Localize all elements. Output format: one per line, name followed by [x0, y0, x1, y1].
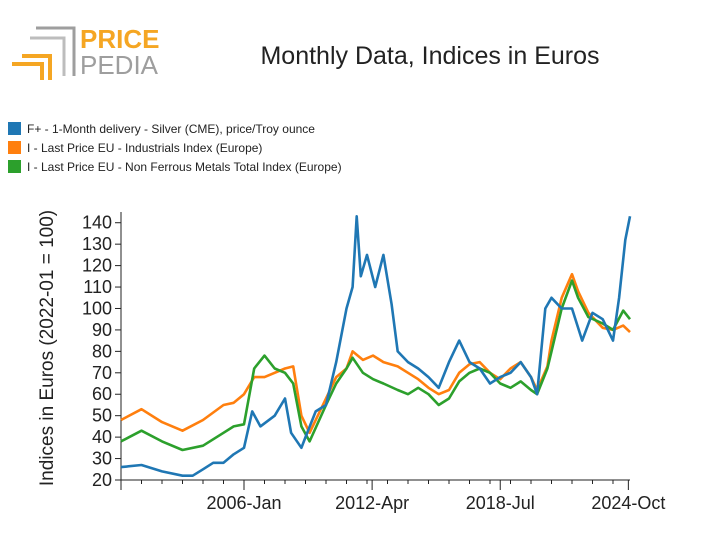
- y-tick-label: 80: [92, 341, 112, 361]
- y-tick-label: 100: [82, 298, 112, 318]
- chart-series: [120, 215, 632, 478]
- y-tick-label: 120: [82, 256, 112, 276]
- legend-swatch-nonferrous: [8, 160, 21, 173]
- legend-swatch-industrials: [8, 141, 21, 154]
- legend-label-silver: F+ - 1-Month delivery - Silver (CME), pr…: [27, 121, 315, 136]
- legend-item-silver[interactable]: F+ - 1-Month delivery - Silver (CME), pr…: [8, 119, 342, 138]
- legend-item-industrials[interactable]: I - Last Price EU - Industrials Index (E…: [8, 138, 342, 157]
- pricepedia-logo: PRICE PEDIA: [12, 24, 159, 80]
- y-tick-label: 130: [82, 234, 112, 254]
- x-tick-label: 2018-Jul: [466, 493, 535, 513]
- legend-item-nonferrous[interactable]: I - Last Price EU - Non Ferrous Metals T…: [8, 157, 342, 176]
- series-line-nonferrous: [120, 279, 632, 452]
- y-axis-label: Indices in Euros (2022-01 = 100): [37, 210, 58, 486]
- y-tick-label: 60: [92, 384, 112, 404]
- y-tick-label: 30: [92, 449, 112, 469]
- logo-text-pedia: PEDIA: [80, 50, 159, 80]
- logo-text-price: PRICE: [80, 24, 159, 54]
- y-tick-label: 110: [83, 277, 112, 297]
- legend-label-nonferrous: I - Last Price EU - Non Ferrous Metals T…: [27, 159, 342, 174]
- chart-title: Monthly Data, Indices in Euros: [260, 42, 600, 70]
- y-tick-label: 140: [82, 213, 112, 233]
- y-tick-label: 90: [92, 320, 112, 340]
- chart-legend: F+ - 1-Month delivery - Silver (CME), pr…: [8, 119, 342, 176]
- x-tick-label: 2012-Apr: [335, 493, 409, 513]
- y-tick-label: 20: [92, 470, 112, 490]
- x-tick-label: 2006-Jan: [206, 493, 281, 513]
- y-tick-label: 50: [92, 406, 112, 426]
- legend-label-industrials: I - Last Price EU - Industrials Index (E…: [27, 140, 263, 155]
- y-tick-label: 70: [92, 363, 112, 383]
- x-tick-label: 2024-Oct: [591, 493, 665, 513]
- series-line-industrials: [120, 272, 631, 435]
- y-tick-label: 40: [92, 427, 112, 447]
- logo-mark-icon: [12, 26, 76, 80]
- legend-swatch-silver: [8, 122, 21, 135]
- series-line-silver: [120, 215, 632, 478]
